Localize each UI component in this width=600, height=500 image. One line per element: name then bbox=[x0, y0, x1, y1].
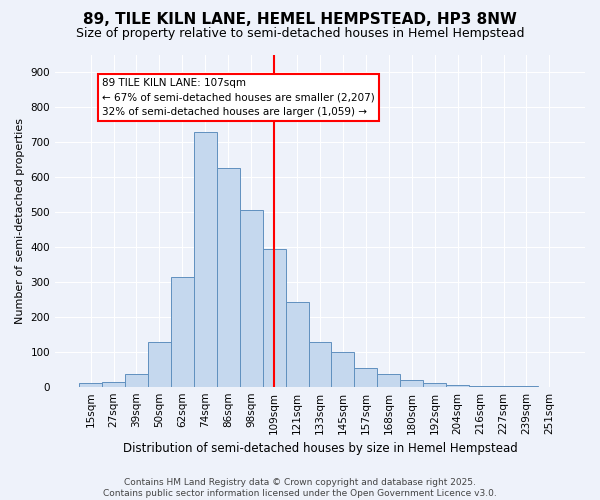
Bar bbox=[286, 302, 308, 386]
Bar bbox=[308, 342, 331, 386]
Bar bbox=[125, 374, 148, 386]
Bar bbox=[263, 250, 286, 386]
Bar bbox=[331, 352, 355, 386]
Text: Size of property relative to semi-detached houses in Hemel Hempstead: Size of property relative to semi-detach… bbox=[76, 28, 524, 40]
Text: Contains HM Land Registry data © Crown copyright and database right 2025.
Contai: Contains HM Land Registry data © Crown c… bbox=[103, 478, 497, 498]
Bar bbox=[423, 383, 446, 386]
Text: 89, TILE KILN LANE, HEMEL HEMPSTEAD, HP3 8NW: 89, TILE KILN LANE, HEMEL HEMPSTEAD, HP3… bbox=[83, 12, 517, 28]
Bar bbox=[240, 210, 263, 386]
Bar bbox=[377, 374, 400, 386]
Bar bbox=[171, 276, 194, 386]
Text: 89 TILE KILN LANE: 107sqm
← 67% of semi-detached houses are smaller (2,207)
32% : 89 TILE KILN LANE: 107sqm ← 67% of semi-… bbox=[102, 78, 375, 118]
Bar bbox=[148, 342, 171, 386]
Bar bbox=[400, 380, 423, 386]
Bar bbox=[102, 382, 125, 386]
Y-axis label: Number of semi-detached properties: Number of semi-detached properties bbox=[15, 118, 25, 324]
Bar bbox=[217, 168, 240, 386]
Bar bbox=[355, 368, 377, 386]
Bar bbox=[194, 132, 217, 386]
X-axis label: Distribution of semi-detached houses by size in Hemel Hempstead: Distribution of semi-detached houses by … bbox=[122, 442, 517, 455]
Bar bbox=[79, 383, 102, 386]
Bar bbox=[446, 385, 469, 386]
